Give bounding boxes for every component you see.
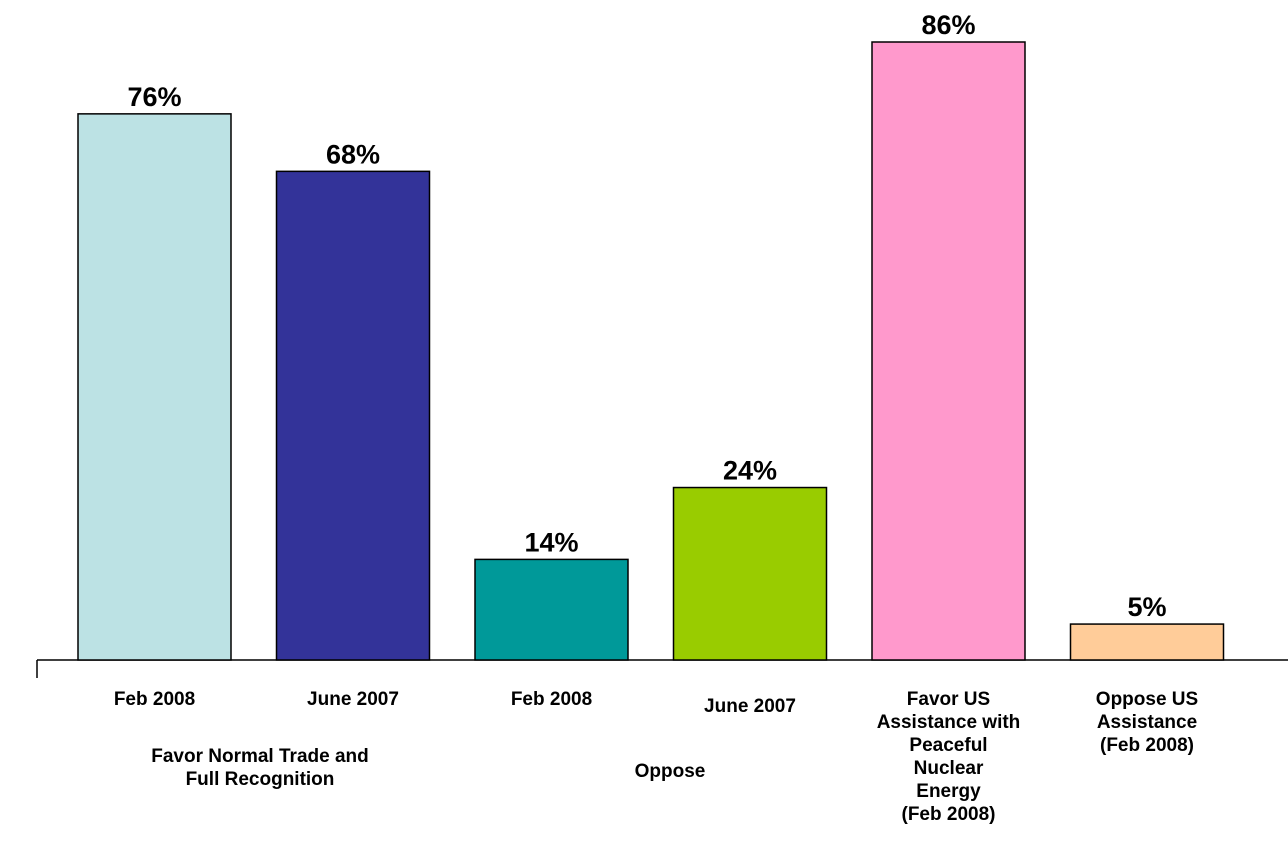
x-tick-label: Feb 2008 bbox=[113, 689, 196, 710]
bar bbox=[1069, 623, 1225, 661]
x-tick-label: June 2007 bbox=[307, 689, 399, 710]
value-label: 14% bbox=[524, 527, 578, 557]
value-label: 86% bbox=[921, 10, 975, 40]
x-tick-label: Oppose US Assistance (Feb 2008) bbox=[1095, 689, 1199, 756]
value-label: 68% bbox=[326, 139, 380, 169]
group-label: Favor Normal Trade and Full Recognition bbox=[151, 746, 369, 790]
bar bbox=[672, 486, 828, 661]
value-label: 76% bbox=[127, 82, 181, 112]
value-label: 24% bbox=[723, 456, 777, 486]
value-label: 5% bbox=[1127, 592, 1166, 622]
x-tick-label: Favor US Assistance with Peaceful Nuclea… bbox=[876, 689, 1021, 825]
x-tick-label: June 2007 bbox=[704, 696, 796, 717]
bar bbox=[275, 170, 431, 661]
bar bbox=[474, 558, 629, 661]
bar bbox=[871, 41, 1026, 661]
x-tick-label: Feb 2008 bbox=[510, 689, 593, 710]
group-label: Oppose bbox=[634, 761, 706, 782]
bar bbox=[77, 113, 232, 661]
